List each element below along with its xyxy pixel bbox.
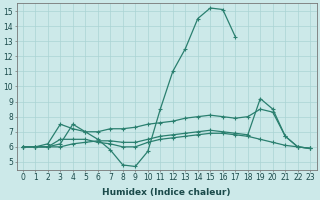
X-axis label: Humidex (Indice chaleur): Humidex (Indice chaleur): [102, 188, 231, 197]
